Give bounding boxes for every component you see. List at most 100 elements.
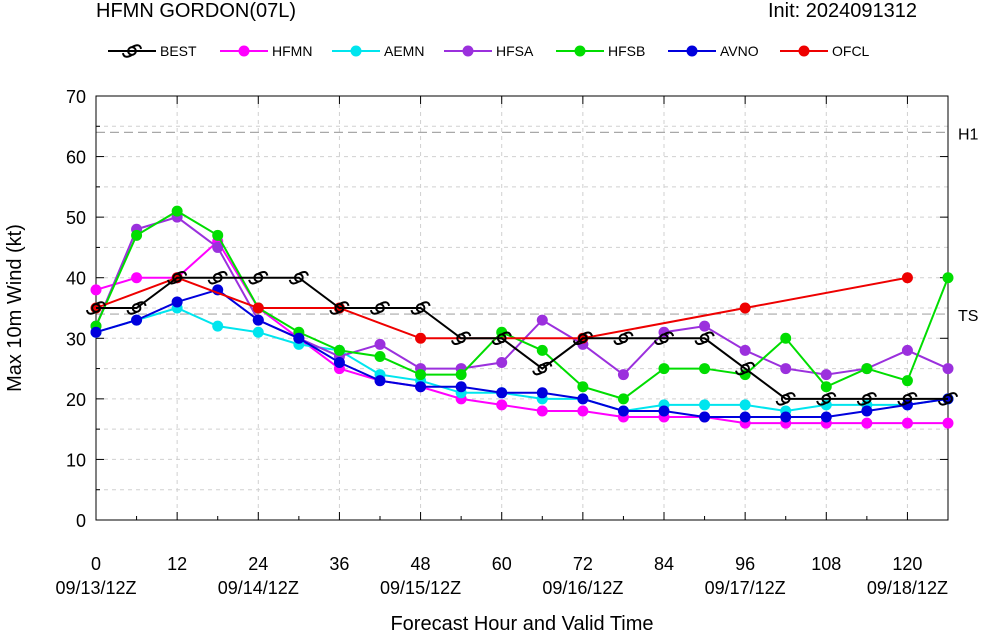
data-point bbox=[212, 241, 224, 253]
data-point bbox=[699, 363, 711, 375]
marker-arm bbox=[775, 400, 787, 406]
data-point bbox=[455, 369, 467, 381]
series-line bbox=[95, 276, 908, 340]
marker-arm bbox=[856, 400, 868, 406]
marker-arm bbox=[176, 270, 188, 276]
y-tick-label: 20 bbox=[66, 390, 86, 410]
marker-arm bbox=[136, 301, 147, 307]
best-track-marker bbox=[775, 392, 796, 406]
x-tick-label: 0 bbox=[91, 554, 101, 574]
marker-arm bbox=[95, 301, 107, 307]
best-track-marker bbox=[85, 301, 107, 315]
marker-arm bbox=[866, 392, 877, 398]
x-date-label: 09/13/12Z bbox=[55, 578, 136, 598]
legend-label: HFSA bbox=[496, 43, 534, 59]
data-point bbox=[212, 229, 224, 241]
x-axis-label: Forecast Hour and Valid Time bbox=[390, 613, 653, 632]
data-point bbox=[739, 302, 751, 314]
legend-item-best: BEST bbox=[108, 43, 197, 59]
data-point bbox=[820, 369, 832, 381]
marker-arm bbox=[897, 400, 908, 406]
legend-item-aemn: AEMN bbox=[332, 43, 424, 59]
marker-arm bbox=[167, 279, 178, 285]
data-point bbox=[415, 381, 427, 393]
data-point bbox=[333, 344, 345, 356]
marker-arm bbox=[572, 340, 584, 346]
data-point bbox=[861, 405, 873, 417]
data-point bbox=[131, 314, 143, 326]
marker-arm bbox=[420, 301, 431, 307]
series-avno bbox=[90, 284, 954, 423]
legend-label: HFSB bbox=[608, 43, 645, 59]
y-tick-label: 60 bbox=[66, 148, 86, 168]
marker-arm bbox=[613, 340, 624, 346]
x-tick-label: 36 bbox=[329, 554, 349, 574]
legend-label: AEMN bbox=[384, 43, 424, 59]
marker-arm bbox=[217, 270, 228, 276]
x-tick-label: 96 bbox=[735, 554, 755, 574]
data-point bbox=[780, 332, 792, 344]
marker-arm bbox=[121, 52, 133, 58]
data-point bbox=[942, 363, 954, 375]
marker-arm bbox=[338, 301, 350, 307]
legend-item-ofcl: OFCL bbox=[780, 43, 870, 59]
marker-arm bbox=[207, 279, 219, 285]
best-track-marker bbox=[653, 331, 675, 346]
marker-arm bbox=[825, 392, 837, 398]
best-track-marker bbox=[613, 331, 634, 346]
y-axis-label: Max 10m Wind (kt) bbox=[4, 224, 26, 392]
data-point bbox=[374, 350, 386, 362]
best-track-marker bbox=[167, 270, 188, 285]
data-point bbox=[617, 405, 629, 417]
data-point bbox=[577, 381, 589, 393]
data-point bbox=[820, 381, 832, 393]
x-tick-label: 120 bbox=[892, 554, 922, 574]
data-point bbox=[739, 399, 751, 411]
marker-arm bbox=[257, 270, 269, 276]
legend-label: BEST bbox=[160, 43, 197, 59]
axes: 0 12 24 36 48 60 72 84 96 108 120 09/13/12Z 09/14/12… bbox=[55, 87, 948, 598]
data-point bbox=[577, 405, 589, 417]
data-point bbox=[90, 284, 102, 296]
marker-arm bbox=[451, 340, 462, 346]
data-point bbox=[374, 338, 386, 350]
best-track-marker bbox=[532, 361, 553, 376]
data-point bbox=[333, 357, 345, 369]
data-point bbox=[617, 369, 629, 381]
marker-arm bbox=[288, 279, 300, 285]
best-track-marker bbox=[856, 392, 877, 406]
data-point bbox=[861, 417, 873, 429]
y-tick-label: 40 bbox=[66, 269, 86, 289]
marker-arm bbox=[622, 331, 634, 337]
marker-core bbox=[127, 46, 137, 56]
marker-arm bbox=[582, 331, 593, 337]
best-track-marker bbox=[288, 270, 309, 285]
x-date-label: 09/18/12Z bbox=[867, 578, 948, 598]
legend-item-hfsa: HFSA bbox=[444, 43, 534, 59]
data-point bbox=[901, 375, 913, 387]
best-track-marker bbox=[937, 392, 959, 406]
best-track-marker bbox=[329, 301, 350, 315]
marker-arm bbox=[298, 270, 309, 276]
reference-label: H1 bbox=[958, 126, 979, 143]
data-point bbox=[536, 405, 548, 417]
marker-arm bbox=[460, 331, 472, 337]
y-tick-label: 50 bbox=[66, 208, 86, 228]
legend-label: AVNO bbox=[720, 43, 759, 59]
data-point bbox=[536, 344, 548, 356]
data-point bbox=[658, 363, 670, 375]
data-point bbox=[658, 405, 670, 417]
best-track-marker bbox=[121, 44, 143, 58]
data-point bbox=[455, 381, 467, 393]
x-tick-label: 24 bbox=[248, 554, 268, 574]
best-track-marker bbox=[572, 331, 593, 346]
data-point bbox=[252, 302, 264, 314]
data-point bbox=[374, 375, 386, 387]
x-tick-label: 48 bbox=[411, 554, 431, 574]
data-point bbox=[131, 229, 143, 241]
chart-title: HFMN GORDON(07L) bbox=[96, 0, 297, 22]
marker-arm bbox=[785, 392, 796, 398]
legend-label: OFCL bbox=[832, 43, 870, 59]
data-point bbox=[415, 369, 427, 381]
data-point bbox=[820, 411, 832, 423]
